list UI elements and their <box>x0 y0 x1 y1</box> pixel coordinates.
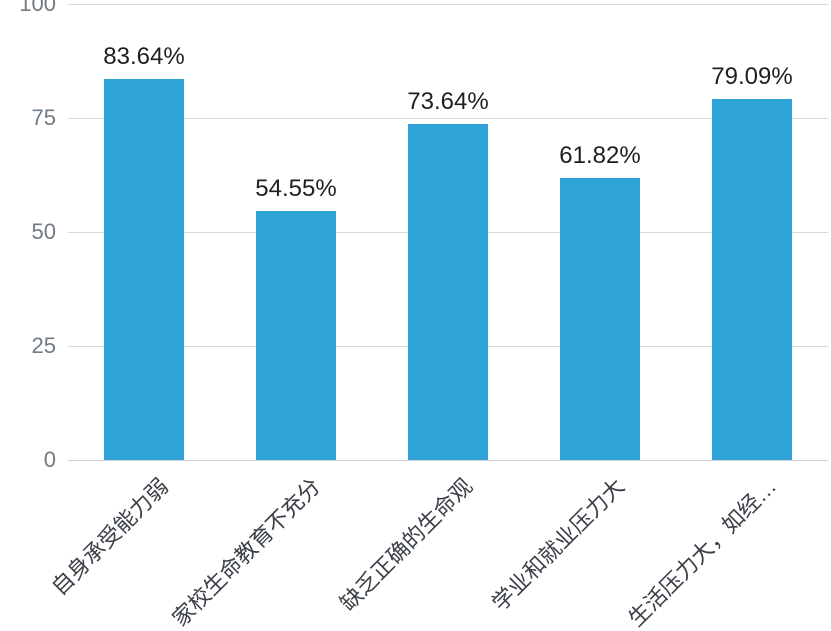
gridline <box>68 460 828 461</box>
y-tick-label: 0 <box>0 447 56 473</box>
bar <box>408 124 487 460</box>
y-tick-label: 100 <box>0 0 56 17</box>
bar <box>104 79 183 460</box>
bar-value-label: 54.55% <box>255 175 336 203</box>
y-tick-label: 75 <box>0 105 56 131</box>
bar <box>560 178 639 460</box>
bar-value-label: 79.09% <box>711 63 792 91</box>
bar <box>712 99 791 460</box>
bar <box>256 211 335 460</box>
bar-chart: 83.64% 54.55% 73.64% 61.82% 79.09% 0 25 50 75 10… <box>0 0 831 631</box>
bar-value-label: 83.64% <box>103 43 184 71</box>
x-tick-label: 自身承受能力弱 <box>0 470 175 631</box>
gridline <box>68 4 828 5</box>
y-tick-label: 25 <box>0 333 56 359</box>
y-tick-label: 50 <box>0 219 56 245</box>
plot-area: 83.64% 54.55% 73.64% 61.82% 79.09% <box>68 4 828 460</box>
bar-value-label: 73.64% <box>407 88 488 116</box>
bar-value-label: 61.82% <box>559 142 640 170</box>
